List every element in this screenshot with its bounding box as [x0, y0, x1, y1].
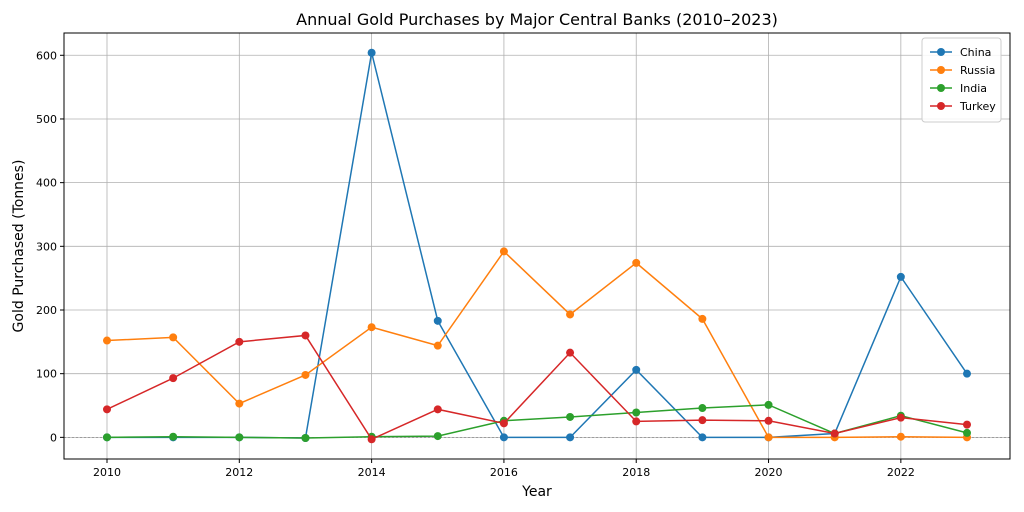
- data-point-turkey: [963, 420, 971, 429]
- x-tick-label: 2010: [93, 466, 121, 479]
- data-point-india: [433, 432, 442, 441]
- data-point-india: [632, 408, 641, 417]
- data-point-china: [433, 316, 442, 325]
- data-point-russia: [896, 432, 905, 441]
- data-point-china: [566, 433, 575, 442]
- legend-label: Turkey: [959, 100, 996, 113]
- y-tick-label: 200: [36, 304, 57, 317]
- data-point-turkey: [367, 435, 376, 444]
- data-point-russia: [433, 341, 442, 350]
- y-tick-label: 500: [36, 113, 57, 126]
- data-point-india: [169, 432, 178, 441]
- data-point-russia: [169, 333, 178, 342]
- x-tick-label: 2020: [755, 466, 783, 479]
- legend-item-china: China: [930, 46, 991, 59]
- data-point-india: [301, 433, 310, 442]
- data-point-china: [367, 48, 376, 57]
- data-point-turkey: [566, 348, 575, 357]
- series-line-russia: [106, 250, 968, 439]
- legend-label: China: [960, 46, 991, 59]
- legend-swatch-marker: [937, 66, 945, 74]
- y-tick-label: 0: [50, 431, 57, 444]
- data-point-india: [963, 428, 971, 437]
- data-point-turkey: [235, 337, 244, 346]
- data-point-turkey: [632, 417, 641, 426]
- x-tick-label: 2018: [622, 466, 650, 479]
- data-point-russia: [301, 370, 310, 379]
- y-axis-label: Gold Purchased (Tonnes): [11, 160, 27, 333]
- data-point-turkey: [830, 429, 839, 438]
- legend-label: Russia: [960, 64, 995, 77]
- data-point-turkey: [169, 374, 178, 383]
- data-point-china: [698, 433, 707, 442]
- legend-item-turkey: Turkey: [930, 100, 996, 113]
- data-point-turkey: [499, 419, 508, 428]
- data-point-russia: [103, 336, 111, 345]
- data-point-india: [235, 433, 244, 442]
- series-line-turkey: [106, 334, 968, 441]
- data-point-turkey: [698, 416, 707, 425]
- x-tick-label: 2014: [358, 466, 386, 479]
- data-point-india: [764, 400, 773, 409]
- series-russia: [103, 247, 971, 442]
- data-point-russia: [235, 399, 244, 408]
- x-tick-label: 2016: [490, 466, 518, 479]
- data-point-india: [698, 404, 707, 413]
- data-point-turkey: [301, 331, 310, 340]
- data-point-russia: [764, 433, 773, 442]
- data-point-russia: [499, 247, 508, 256]
- series-turkey: [103, 331, 971, 444]
- data-point-india: [103, 433, 111, 442]
- legend-swatch-marker: [937, 84, 945, 92]
- y-tick-label: 300: [36, 240, 57, 253]
- series-line-india: [106, 404, 968, 439]
- data-point-turkey: [433, 405, 442, 414]
- data-point-china: [896, 272, 905, 281]
- data-point-russia: [698, 314, 707, 323]
- legend-label: India: [960, 82, 987, 95]
- legend-swatch-marker: [937, 102, 945, 110]
- x-axis-label: Year: [521, 484, 552, 500]
- data-point-china: [632, 365, 641, 374]
- series-layer: [103, 48, 971, 444]
- legend-swatch-marker: [937, 48, 945, 56]
- data-point-russia: [632, 258, 641, 267]
- data-point-china: [499, 433, 508, 442]
- legend-item-russia: Russia: [930, 64, 995, 77]
- grid: [64, 33, 1010, 459]
- data-point-india: [566, 412, 575, 421]
- data-point-turkey: [896, 413, 905, 422]
- x-tick-label: 2022: [887, 466, 915, 479]
- data-point-russia: [367, 323, 376, 332]
- legend-box: [921, 37, 1002, 123]
- y-tick-label: 100: [36, 368, 57, 381]
- ticks: 2010 2012 2014 2016 2018 2020 2022 0 100 200 300 40…: [36, 49, 915, 479]
- legend-item-india: India: [930, 82, 987, 95]
- data-point-russia: [566, 310, 575, 319]
- data-point-turkey: [103, 405, 111, 414]
- y-tick-label: 400: [36, 177, 57, 190]
- data-point-turkey: [764, 416, 773, 425]
- legend: China Russia India Turkey: [921, 37, 1002, 123]
- data-point-china: [963, 369, 971, 378]
- y-tick-label: 600: [36, 49, 57, 62]
- chart-title: Annual Gold Purchases by Major Central B…: [296, 10, 778, 29]
- x-tick-label: 2012: [225, 466, 253, 479]
